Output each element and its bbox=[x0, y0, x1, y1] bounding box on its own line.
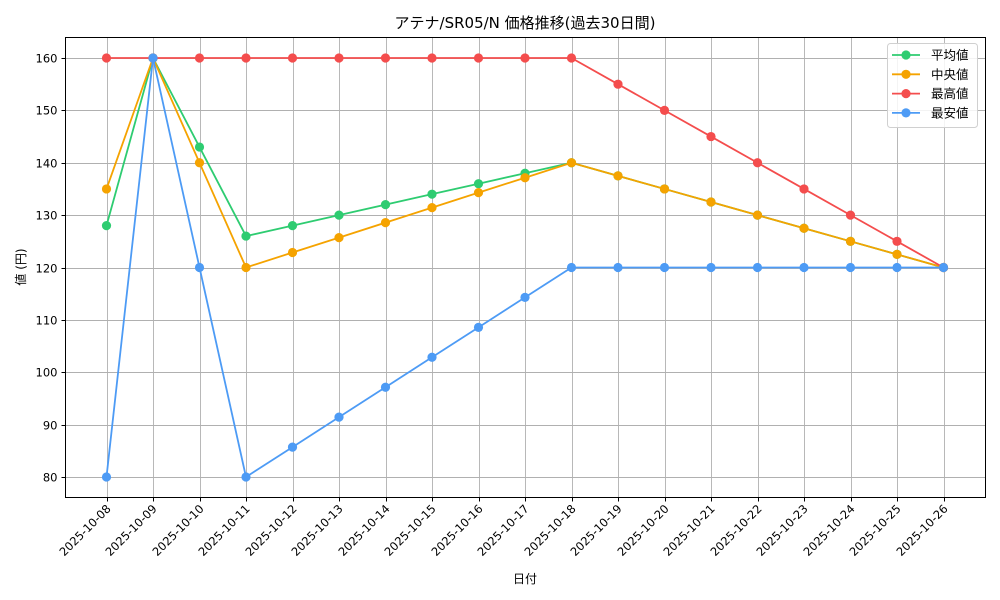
data-point bbox=[101, 53, 112, 63]
legend-marker-icon bbox=[901, 69, 911, 79]
y-tick-label: 90 bbox=[43, 419, 58, 433]
data-point bbox=[427, 203, 437, 213]
data-point bbox=[659, 184, 670, 194]
data-point bbox=[101, 221, 112, 231]
data-point bbox=[194, 142, 205, 152]
data-point bbox=[799, 262, 809, 273]
data-point bbox=[287, 247, 298, 258]
data-point bbox=[380, 382, 391, 392]
data-point bbox=[520, 292, 530, 303]
data-point bbox=[194, 158, 205, 168]
chart-title: アテナ/SR05/N 価格推移(過去30日間) bbox=[395, 14, 656, 32]
series-3 bbox=[101, 53, 949, 482]
data-point bbox=[845, 262, 856, 273]
data-point bbox=[752, 210, 763, 220]
data-point bbox=[194, 262, 205, 273]
data-point bbox=[473, 53, 484, 63]
y-tick-label: 150 bbox=[36, 104, 58, 118]
data-point bbox=[427, 352, 437, 362]
data-point bbox=[473, 188, 484, 198]
y-tick-label: 110 bbox=[36, 314, 58, 328]
y-tick-label: 160 bbox=[36, 52, 58, 66]
data-point bbox=[938, 262, 949, 273]
y-tick-label: 120 bbox=[36, 262, 58, 276]
series-line bbox=[105, 57, 944, 478]
legend-item: 中央値 bbox=[892, 67, 969, 82]
data-point bbox=[845, 236, 856, 246]
legend-label: 平均値 bbox=[931, 48, 969, 63]
data-point bbox=[566, 262, 577, 273]
x-axis-label: 日付 bbox=[513, 572, 537, 586]
data-point bbox=[845, 210, 856, 220]
data-point bbox=[287, 442, 298, 452]
data-point bbox=[706, 262, 716, 273]
legend-label: 中央値 bbox=[931, 67, 969, 82]
data-point bbox=[241, 231, 251, 241]
data-point bbox=[613, 171, 623, 181]
y-tick-label: 80 bbox=[43, 471, 58, 485]
data-point bbox=[473, 179, 484, 189]
data-point bbox=[148, 53, 158, 63]
data-point bbox=[380, 218, 391, 228]
data-point bbox=[706, 197, 716, 207]
data-point bbox=[380, 53, 391, 63]
data-point bbox=[473, 322, 484, 332]
data-point bbox=[380, 200, 391, 210]
data-point bbox=[427, 53, 437, 63]
data-point bbox=[613, 79, 623, 89]
series-2 bbox=[101, 53, 949, 273]
y-tick-label: 140 bbox=[36, 157, 58, 171]
data-point bbox=[566, 158, 577, 168]
data-point bbox=[566, 53, 577, 63]
legend-label: 最高値 bbox=[931, 86, 969, 101]
data-point bbox=[427, 189, 437, 199]
legend-marker-icon bbox=[901, 89, 911, 99]
x-axis: 2025-10-082025-10-092025-10-102025-10-11… bbox=[56, 497, 951, 559]
legend-marker-icon bbox=[901, 108, 911, 118]
data-point bbox=[334, 412, 344, 422]
series-1 bbox=[101, 53, 949, 273]
data-point bbox=[659, 262, 670, 273]
data-point bbox=[520, 173, 530, 183]
data-point bbox=[101, 184, 112, 194]
data-point bbox=[892, 236, 902, 246]
series-0 bbox=[101, 53, 949, 273]
data-point bbox=[241, 53, 251, 63]
plot-area bbox=[101, 53, 949, 482]
legend-box bbox=[887, 43, 978, 128]
legend-item: 平均値 bbox=[892, 48, 969, 63]
data-point bbox=[706, 131, 716, 142]
data-point bbox=[101, 472, 112, 482]
y-tick-label: 100 bbox=[36, 366, 58, 380]
data-point bbox=[334, 232, 344, 243]
data-point bbox=[659, 105, 670, 115]
data-point bbox=[892, 249, 902, 260]
data-point bbox=[194, 53, 205, 63]
legend-label: 最安値 bbox=[931, 105, 969, 120]
y-axis: 80 90 100 110 120 130 140 150 160 bbox=[36, 52, 66, 485]
data-point bbox=[334, 53, 344, 63]
series-line bbox=[105, 57, 944, 269]
data-point bbox=[613, 262, 623, 273]
data-point bbox=[241, 472, 251, 482]
legend-item: 最安値 bbox=[892, 105, 969, 120]
legend-item: 最高値 bbox=[892, 86, 969, 101]
data-point bbox=[799, 223, 809, 233]
data-point bbox=[287, 53, 298, 63]
data-point bbox=[799, 184, 809, 194]
data-point bbox=[752, 158, 763, 168]
data-point bbox=[287, 221, 298, 231]
data-point bbox=[520, 53, 530, 63]
data-point bbox=[752, 262, 763, 273]
data-point bbox=[334, 210, 344, 220]
y-tick-label: 130 bbox=[36, 209, 58, 223]
legend-marker-icon bbox=[901, 50, 911, 60]
data-point bbox=[892, 262, 902, 273]
y-axis-label: 値 (円) bbox=[13, 248, 28, 285]
data-point bbox=[241, 262, 251, 273]
